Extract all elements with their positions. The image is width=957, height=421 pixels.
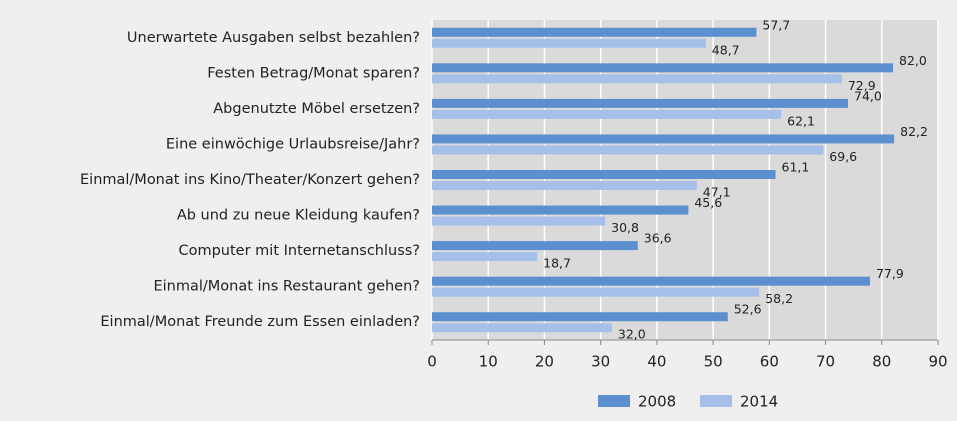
bar bbox=[432, 323, 612, 333]
bar bbox=[432, 241, 638, 251]
y-tick-label: Einmal/Monat Freunde zum Essen einladen? bbox=[100, 314, 420, 330]
value-label: 47,1 bbox=[703, 185, 731, 200]
legend-label: 2008 bbox=[638, 393, 676, 411]
x-tick-label: 70 bbox=[816, 353, 835, 371]
bar bbox=[432, 181, 697, 190]
bar bbox=[432, 74, 842, 84]
y-tick-label: Computer mit Internetanschluss? bbox=[178, 243, 420, 259]
bar bbox=[432, 205, 689, 215]
value-label: 61,1 bbox=[782, 160, 810, 175]
value-label: 52,6 bbox=[734, 302, 762, 317]
value-label: 57,7 bbox=[762, 17, 790, 32]
bar bbox=[432, 109, 782, 119]
y-tick-label: Abgenutzte Möbel ersetzen? bbox=[213, 101, 420, 117]
bar bbox=[432, 63, 894, 73]
y-tick-label: Einmal/Monat ins Kino/Theater/Konzert ge… bbox=[80, 172, 420, 188]
x-tick-label: 50 bbox=[704, 353, 723, 371]
x-tick-label: 40 bbox=[647, 353, 666, 371]
bar bbox=[432, 134, 895, 144]
legend-label: 2014 bbox=[740, 393, 778, 411]
x-tick-label: 10 bbox=[479, 353, 498, 371]
value-label: 82,2 bbox=[900, 124, 928, 139]
bar bbox=[432, 216, 606, 226]
x-tick-label: 80 bbox=[872, 353, 891, 371]
value-label: 18,7 bbox=[543, 256, 571, 271]
y-tick-label: Eine einwöchige Urlaubsreise/Jahr? bbox=[166, 136, 420, 152]
x-tick-label: 20 bbox=[535, 353, 554, 371]
legend-swatch bbox=[700, 395, 732, 407]
bar bbox=[432, 276, 870, 286]
bar bbox=[432, 170, 776, 179]
value-label: 72,9 bbox=[848, 78, 876, 93]
x-tick-label: 30 bbox=[591, 353, 610, 371]
value-label: 62,1 bbox=[787, 113, 815, 128]
x-tick-label: 0 bbox=[427, 353, 437, 371]
legend-swatch bbox=[598, 395, 630, 407]
bar bbox=[432, 38, 706, 48]
y-tick-label: Unerwartete Ausgaben selbst bezahlen? bbox=[127, 30, 420, 46]
y-tick-label: Einmal/Monat ins Restaurant gehen? bbox=[153, 279, 420, 295]
y-tick-label: Ab und zu neue Kleidung kaufen? bbox=[177, 208, 420, 224]
x-tick-label: 90 bbox=[928, 353, 947, 371]
value-label: 82,0 bbox=[899, 53, 927, 68]
value-label: 77,9 bbox=[876, 266, 904, 281]
value-label: 30,8 bbox=[611, 220, 639, 235]
value-label: 74,0 bbox=[854, 88, 882, 103]
bar bbox=[432, 312, 728, 322]
value-label: 58,2 bbox=[765, 291, 793, 306]
plot-area bbox=[432, 20, 938, 340]
bar bbox=[432, 98, 849, 108]
value-label: 32,0 bbox=[618, 327, 646, 342]
value-label: 36,6 bbox=[644, 231, 672, 246]
value-label: 48,7 bbox=[712, 42, 740, 57]
value-label: 45,6 bbox=[694, 195, 722, 210]
bar bbox=[432, 27, 757, 37]
y-tick-label: Festen Betrag/Monat sparen? bbox=[207, 65, 420, 81]
bar bbox=[432, 252, 538, 262]
x-tick-label: 60 bbox=[760, 353, 779, 371]
value-label: 69,6 bbox=[829, 149, 857, 164]
bar bbox=[432, 287, 760, 297]
bar bbox=[432, 145, 824, 155]
